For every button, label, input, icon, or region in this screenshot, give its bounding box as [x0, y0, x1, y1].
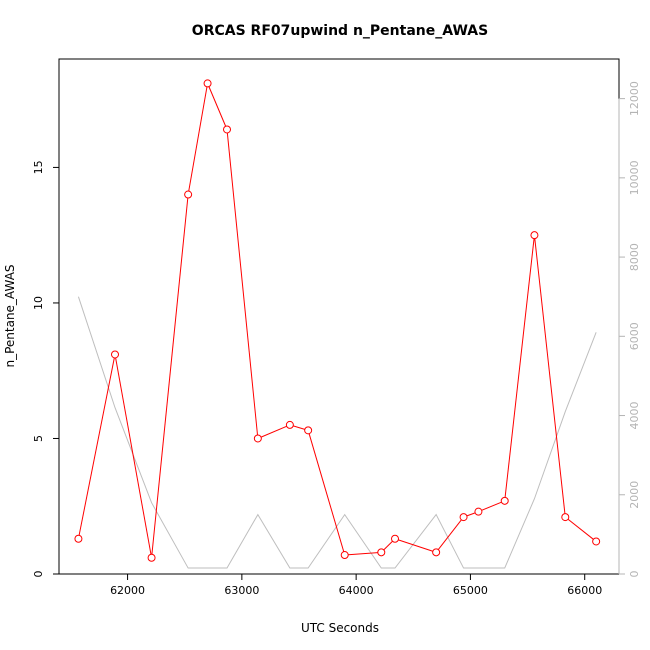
x-tick-label: 66000	[567, 584, 602, 597]
x-tick-label: 62000	[110, 584, 145, 597]
data-point	[74, 534, 83, 543]
y2-tick-label: 12000	[628, 81, 641, 116]
series-segment	[293, 425, 305, 430]
series-segment	[188, 86, 208, 192]
y-tick-label: 5	[32, 435, 45, 442]
y-tick-label: 15	[32, 160, 45, 174]
y-axis-right: 0 2000 4000 6000 8000 10000 12000	[618, 81, 641, 578]
data-point	[203, 79, 212, 88]
series-segment	[437, 519, 462, 550]
series-segment	[466, 512, 476, 517]
series-segment	[348, 552, 378, 556]
series-segment	[567, 518, 594, 540]
x-tick-label: 63000	[224, 584, 259, 597]
y2-tick-label: 6000	[628, 322, 641, 350]
y2-tick-label: 2000	[628, 481, 641, 509]
data-point	[432, 548, 441, 557]
series-segment	[398, 539, 433, 552]
data-point	[391, 534, 399, 543]
y-tick-label: 0	[32, 571, 45, 578]
data-point	[500, 496, 509, 505]
series-segment	[383, 540, 393, 551]
series-layer	[74, 79, 601, 569]
x-tick-label: 65000	[453, 584, 488, 597]
y-axis-left: 0 5 10 15	[32, 160, 60, 578]
series-segment	[481, 501, 502, 511]
data-point	[184, 190, 193, 199]
series-segment	[115, 357, 152, 555]
series-segment	[226, 132, 259, 436]
series-line	[77, 296, 597, 569]
data-point	[111, 350, 119, 359]
data-point	[530, 231, 539, 240]
series-left	[74, 79, 601, 562]
y2-tick-label: 8000	[628, 243, 641, 271]
data-point	[561, 513, 570, 522]
series-segment	[78, 357, 115, 536]
series-segment	[504, 238, 535, 498]
data-point	[377, 548, 386, 557]
y2-tick-label: 4000	[628, 402, 641, 430]
series-segment	[308, 433, 345, 552]
data-point	[474, 507, 483, 516]
series-segment	[208, 86, 227, 127]
data-point	[147, 553, 156, 562]
series-right	[77, 296, 597, 569]
series-segment	[260, 425, 287, 438]
y2-tick-label: 10000	[628, 160, 641, 195]
data-point	[253, 434, 262, 443]
data-point	[304, 426, 313, 435]
y-tick-label: 10	[32, 296, 45, 310]
data-point	[340, 551, 349, 560]
data-point	[285, 420, 294, 429]
data-point	[459, 513, 468, 522]
series-segment	[151, 197, 189, 555]
x-axis-label: UTC Seconds	[301, 621, 379, 635]
y2-tick-label: 0	[628, 571, 641, 578]
series-segment	[534, 238, 566, 514]
y-axis-label: n_Pentane_AWAS	[3, 264, 17, 367]
data-point	[223, 125, 231, 134]
chart-title: ORCAS RF07upwind n_Pentane_AWAS	[192, 23, 488, 39]
x-tick-label: 64000	[339, 584, 374, 597]
x-axis: 62000 63000 64000 65000 66000	[110, 573, 602, 597]
data-point	[592, 537, 601, 546]
